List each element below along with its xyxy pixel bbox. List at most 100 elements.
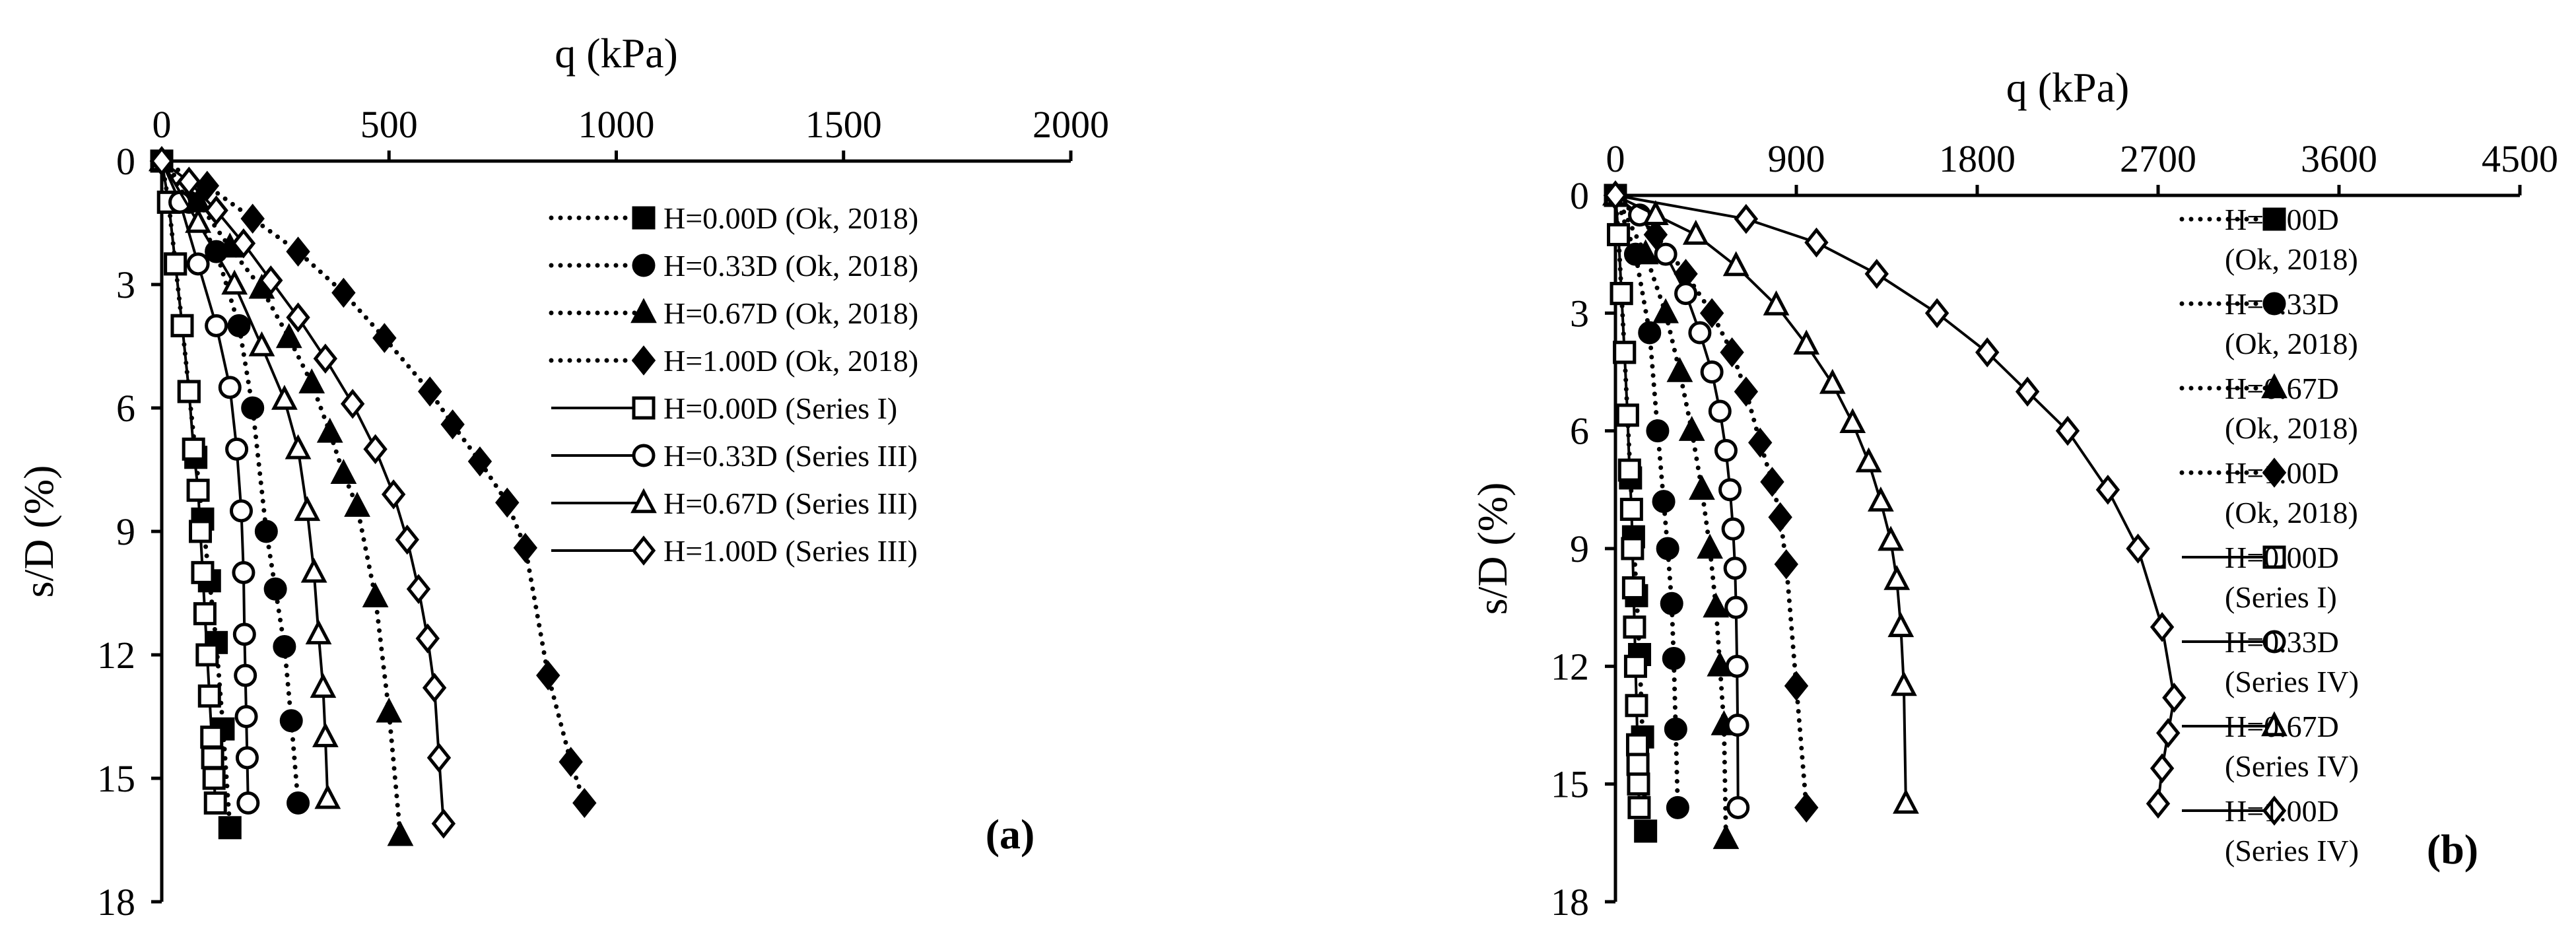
data-point bbox=[1689, 475, 1715, 500]
y-tick-label: 12 bbox=[97, 634, 135, 677]
data-point bbox=[387, 821, 414, 846]
x-tick-label: 3600 bbox=[2301, 137, 2377, 180]
data-point bbox=[426, 743, 452, 773]
legend-marker bbox=[2262, 545, 2286, 569]
data-point bbox=[406, 574, 431, 605]
data-point bbox=[313, 343, 338, 374]
data-point bbox=[331, 277, 356, 308]
data-point bbox=[1867, 487, 1894, 512]
data-point bbox=[1864, 259, 1889, 289]
data-point bbox=[170, 314, 194, 337]
data-point bbox=[197, 684, 221, 708]
y-tick-label: 6 bbox=[116, 387, 135, 430]
data-point bbox=[273, 635, 296, 659]
data-point bbox=[1726, 714, 1749, 737]
y-tick-label: 15 bbox=[97, 757, 135, 800]
data-point bbox=[1678, 416, 1705, 441]
data-point bbox=[186, 479, 210, 502]
legend-marker bbox=[2262, 457, 2287, 488]
y-tick-label: 0 bbox=[116, 140, 135, 183]
data-point bbox=[218, 816, 242, 840]
data-point bbox=[1878, 525, 1904, 551]
data-point bbox=[372, 323, 397, 353]
data-point bbox=[1975, 337, 2000, 368]
data-point bbox=[1734, 376, 1759, 407]
legend-marker bbox=[632, 444, 656, 467]
data-point bbox=[1664, 717, 1687, 741]
legend-label: H=0.67D (Series IV) bbox=[2225, 710, 2359, 783]
chart-panel-a: 0 500 1000 1500 2000 0 3 6 9 12 15 18 q (kPa) s/D (%)… bbox=[15, 30, 1109, 924]
data-point bbox=[2055, 415, 2080, 446]
legend-marker bbox=[2262, 292, 2286, 316]
data-point bbox=[232, 560, 255, 584]
data-point bbox=[221, 269, 248, 295]
data-point bbox=[177, 166, 201, 197]
legend-marker bbox=[632, 396, 656, 420]
data-point bbox=[1855, 447, 1882, 473]
legend-label: H=0.33D (Series IV) bbox=[2225, 625, 2359, 698]
data-point bbox=[1724, 595, 1748, 619]
series-line bbox=[160, 160, 445, 824]
data-point bbox=[305, 619, 332, 645]
y-tick-label: 18 bbox=[1551, 881, 1589, 924]
data-point bbox=[279, 709, 303, 733]
x-tick-label: 0 bbox=[153, 103, 172, 146]
data-point bbox=[193, 602, 217, 626]
series-6 bbox=[1602, 180, 1919, 814]
legend-label: H=0.33D (Ok, 2018) bbox=[2225, 287, 2358, 360]
data-point bbox=[1924, 298, 1949, 329]
x-tick-label: 2000 bbox=[1033, 103, 1109, 146]
data-point bbox=[286, 236, 310, 267]
data-point bbox=[513, 533, 538, 563]
data-point bbox=[1643, 200, 1669, 225]
data-point bbox=[186, 252, 210, 276]
data-point bbox=[1607, 222, 1631, 246]
data-point bbox=[1610, 282, 1633, 306]
data-point bbox=[1666, 795, 1689, 819]
data-point bbox=[1793, 329, 1820, 355]
data-point bbox=[1623, 615, 1646, 639]
data-point bbox=[204, 195, 228, 226]
series-line bbox=[1613, 193, 1680, 810]
data-point bbox=[1625, 694, 1648, 718]
data-point bbox=[287, 791, 310, 815]
data-point bbox=[231, 228, 256, 259]
data-point bbox=[189, 520, 213, 543]
data-point bbox=[202, 766, 226, 790]
data-point bbox=[1603, 180, 1628, 211]
data-point bbox=[285, 434, 312, 459]
data-point bbox=[1707, 651, 1734, 677]
y-tick-label: 3 bbox=[1570, 292, 1589, 335]
data-point bbox=[1617, 458, 1641, 482]
data-point bbox=[259, 265, 283, 296]
data-point bbox=[286, 302, 310, 333]
legend-label: H=0.00D (Ok, 2018) bbox=[663, 201, 918, 235]
legend-b: H=0.00D (Ok, 2018) H=0.33D (Ok, 2018) H=0.67… bbox=[2179, 203, 2359, 867]
data-point bbox=[1725, 654, 1749, 678]
data-point bbox=[1726, 795, 1750, 819]
data-point bbox=[2126, 533, 2150, 564]
data-point bbox=[1712, 824, 1740, 850]
legend-label: H=1.00D (Ok, 2018) bbox=[2225, 456, 2358, 529]
data-point bbox=[376, 697, 403, 723]
data-point bbox=[1697, 533, 1723, 559]
data-point bbox=[229, 499, 253, 523]
data-point bbox=[1619, 498, 1643, 522]
legend-label: H=0.00D (Series I) bbox=[2225, 541, 2339, 614]
data-point bbox=[240, 203, 265, 234]
y-tick-label: 0 bbox=[1570, 174, 1589, 217]
y-tick-label: 15 bbox=[1551, 763, 1589, 806]
data-point bbox=[1721, 517, 1745, 541]
legend-marker bbox=[631, 345, 656, 376]
legend-marker bbox=[2261, 711, 2288, 737]
data-point bbox=[232, 623, 256, 646]
series-line bbox=[159, 158, 301, 805]
data-point bbox=[1890, 671, 1917, 696]
data-point bbox=[344, 491, 370, 517]
data-point bbox=[1662, 646, 1685, 670]
data-point bbox=[536, 660, 560, 691]
data-point bbox=[2150, 753, 2175, 784]
data-point bbox=[314, 784, 341, 809]
data-point bbox=[1747, 427, 1773, 458]
